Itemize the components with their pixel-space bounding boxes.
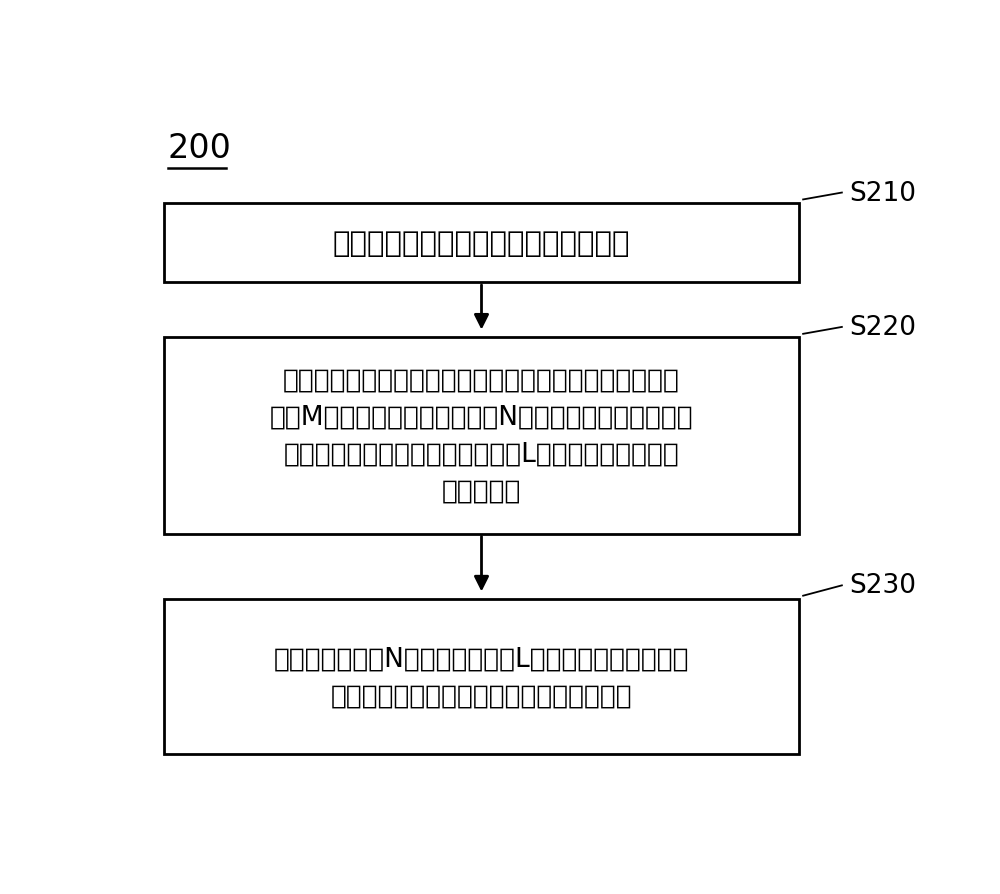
Text: 从图数据库中读取待处理的数据表图谱: 从图数据库中读取待处理的数据表图谱 <box>333 229 630 257</box>
Text: 200: 200 <box>168 131 232 164</box>
Text: 从数据表图谱中读取当前待聚合的目标表节点的第一表特
征、M个表节点中候选被聚合的N个候选表节点各自的第二
表特征、候选表节点各自所关联的L条候选有权边各自的
边: 从数据表图谱中读取当前待聚合的目标表节点的第一表特 征、M个表节点中候选被聚合的… <box>270 367 693 504</box>
Text: S210: S210 <box>850 181 917 207</box>
Text: 将第一表特征、N个第二表特征、L条候选有权边各自的边
查询权重，输入智能体模型，输出聚合结果: 将第一表特征、N个第二表特征、L条候选有权边各自的边 查询权重，输入智能体模型，… <box>274 645 689 708</box>
Text: S230: S230 <box>850 573 917 599</box>
Bar <box>164 600 799 755</box>
Bar <box>164 204 799 283</box>
Bar <box>164 338 799 534</box>
Text: S220: S220 <box>850 315 917 341</box>
